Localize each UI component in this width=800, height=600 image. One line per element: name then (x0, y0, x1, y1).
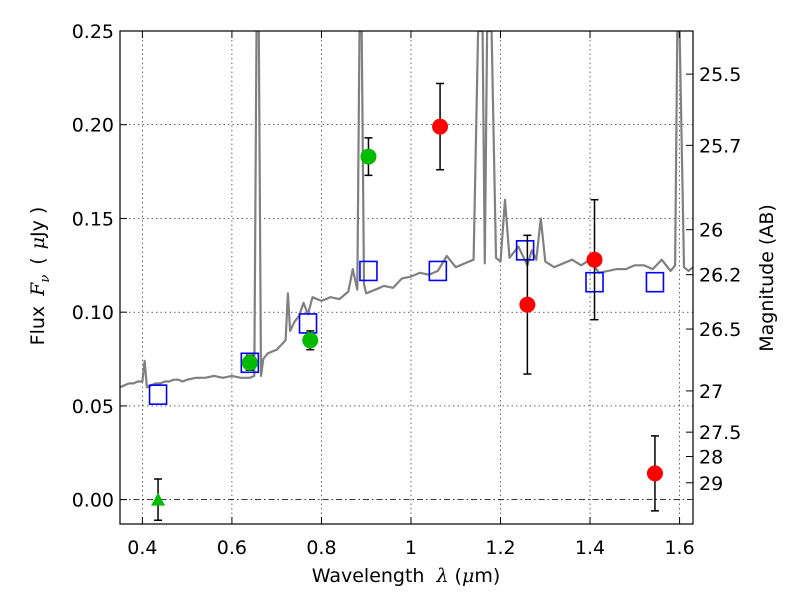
x-tick-label: 0.8 (306, 537, 336, 559)
y2-tick-label: 27 (699, 381, 723, 403)
y-axis-label: FluxFν(μJy ) (27, 207, 53, 346)
axis-ticks: 0.4 0.6 0.8 1 1.2 1.4 1.6 0.00 0.05 0.10 0.15 0.20 0… (72, 21, 742, 559)
y2-tick-label: 28 (699, 447, 723, 469)
y2-tick-label: 29 (699, 473, 723, 495)
y-tick-label: 0.00 (72, 490, 114, 512)
y2-tick-label: 26.5 (699, 319, 741, 341)
nir-data-point (432, 118, 449, 135)
optical-data-point (360, 148, 377, 165)
y-tick-label: 0.15 (72, 208, 114, 230)
model-photometry-marker (515, 240, 535, 261)
x-tick-label: 1.4 (575, 537, 605, 559)
y2-tick-label: 26 (699, 220, 723, 242)
upper-limit-marker (151, 492, 166, 506)
y2-tick-label: 25.5 (699, 64, 741, 86)
optical-data-point (302, 332, 319, 349)
x-tick-label: 0.6 (217, 537, 247, 559)
model-photometry-marker (428, 260, 448, 282)
plot-frame (119, 30, 694, 525)
model-photometry-marker (645, 271, 665, 293)
plot-area (120, 31, 693, 522)
x-tick-label: 1.6 (664, 537, 694, 559)
model-photometry-marker (148, 384, 168, 405)
y2-axis-label: Magnitude (AB) (756, 204, 778, 352)
y2-tick-label: 25.7 (699, 135, 741, 157)
nir-data-point (646, 465, 663, 482)
y-tick-label: 0.10 (72, 302, 114, 324)
x-tick-label: 0.4 (127, 537, 157, 559)
spectrum-line (120, 31, 693, 389)
x-axis-label: Wavelength λ (μm) (312, 565, 500, 587)
y2-tick-label: 27.5 (699, 422, 741, 444)
model-photometry-marker (240, 352, 260, 374)
y-tick-label: 0.05 (72, 396, 114, 418)
nir-data-point (586, 251, 603, 268)
y-tick-label: 0.20 (72, 115, 114, 137)
x-tick-label: 1 (405, 537, 417, 559)
y2-tick-label: 26.2 (699, 265, 741, 287)
model-photometry-marker (359, 260, 378, 282)
x-tick-label: 1.2 (485, 537, 515, 559)
y-tick-label: 0.25 (72, 21, 114, 43)
optical-data-point (241, 354, 258, 371)
nir-data-point (519, 296, 536, 313)
